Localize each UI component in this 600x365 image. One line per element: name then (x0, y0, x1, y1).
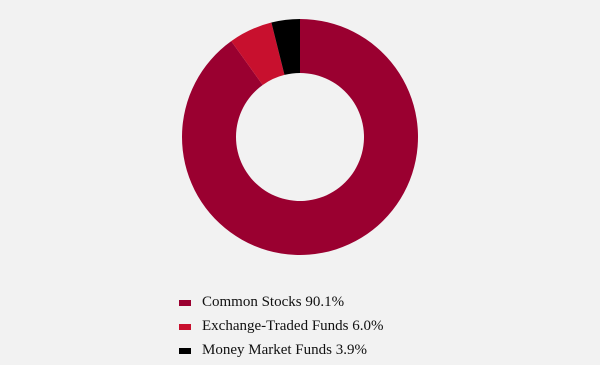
legend-name: Common Stocks (202, 294, 302, 310)
legend-label: Money Market Funds 3.9% (202, 342, 367, 358)
legend-name: Exchange-Traded Funds (202, 318, 349, 334)
legend-swatch (179, 348, 191, 354)
legend-value: 90.1% (305, 294, 344, 310)
donut-segment (181, 19, 418, 255)
donut-segment (271, 19, 300, 75)
donut-segment (231, 22, 285, 85)
legend-label: Common Stocks 90.1% (202, 294, 344, 310)
legend-value: 6.0% (352, 318, 383, 334)
legend-value: 3.9% (336, 342, 367, 358)
legend-name: Money Market Funds (202, 342, 332, 358)
legend-swatch (179, 300, 191, 306)
legend-label: Exchange-Traded Funds 6.0% (202, 318, 384, 334)
legend-swatch (179, 324, 191, 330)
